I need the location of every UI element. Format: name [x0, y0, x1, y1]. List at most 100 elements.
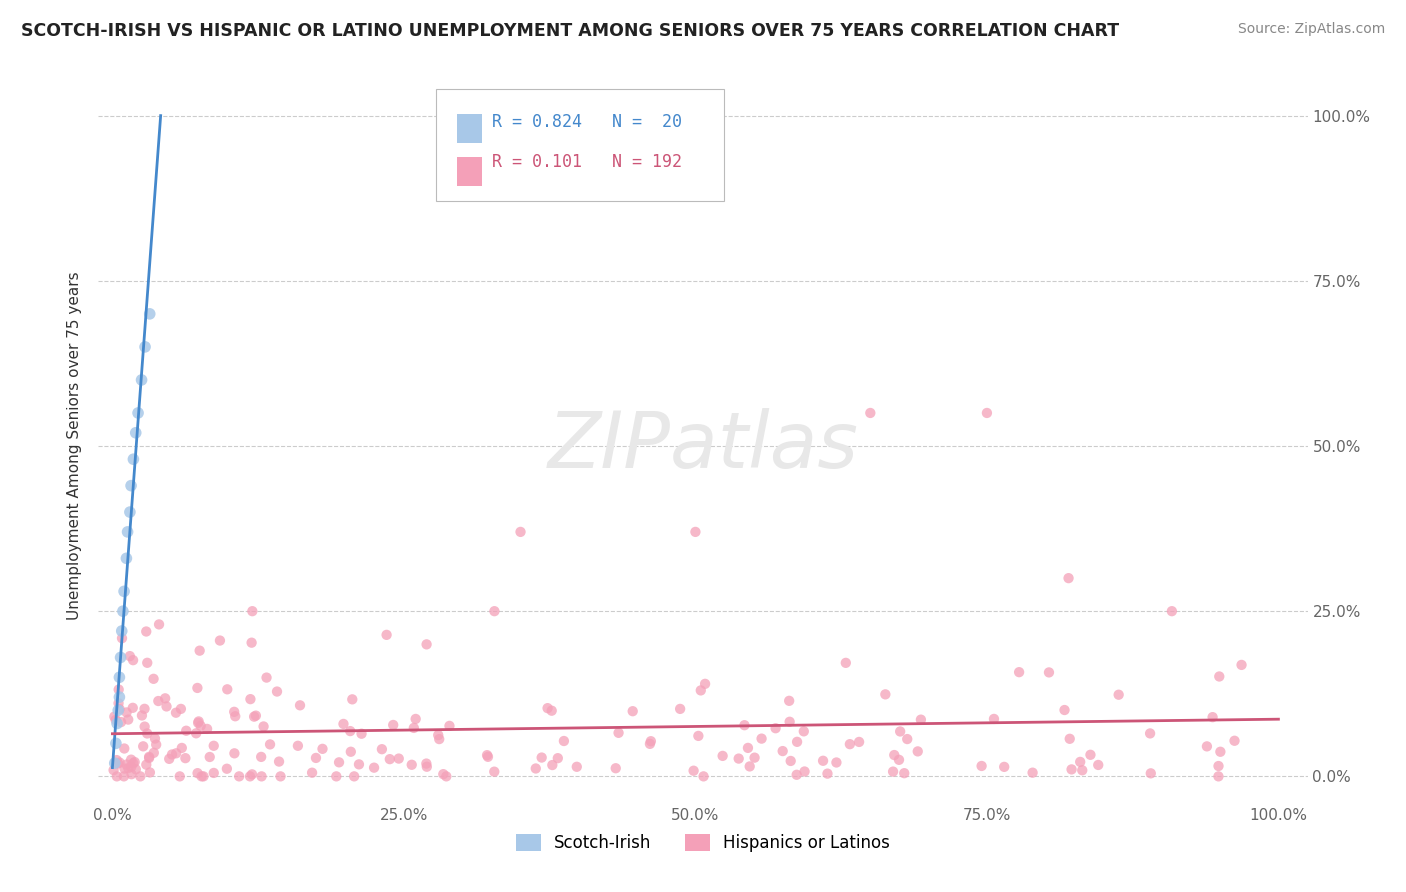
Point	[547, 751, 569, 765]
Point	[243, 709, 266, 723]
Point	[267, 755, 290, 769]
Point	[138, 750, 160, 764]
Point	[224, 705, 246, 719]
Point	[190, 769, 212, 783]
Point	[401, 757, 423, 772]
Point	[772, 744, 794, 758]
Point	[793, 764, 815, 779]
Point	[685, 524, 707, 539]
Point	[1087, 758, 1109, 772]
Point	[107, 696, 129, 710]
Point	[1108, 688, 1130, 702]
Point	[217, 682, 239, 697]
Point	[859, 406, 882, 420]
Point	[1208, 669, 1230, 683]
Point	[889, 724, 911, 739]
Point	[112, 769, 135, 783]
Text: R = 0.101   N = 192: R = 0.101 N = 192	[492, 153, 682, 171]
Point	[134, 340, 156, 354]
Point	[148, 694, 170, 708]
Point	[375, 628, 398, 642]
Point	[1038, 665, 1060, 680]
Point	[778, 694, 800, 708]
Point	[138, 307, 160, 321]
Point	[907, 744, 929, 758]
Point	[114, 762, 136, 776]
Point	[186, 681, 208, 695]
Point	[184, 726, 207, 740]
Point	[153, 691, 176, 706]
Point	[115, 706, 138, 720]
Point	[1223, 733, 1246, 747]
Point	[111, 624, 134, 638]
Point	[669, 702, 692, 716]
Point	[107, 703, 129, 717]
Text: SCOTCH-IRISH VS HISPANIC OR LATINO UNEMPLOYMENT AMONG SENIORS OVER 75 YEARS CORR: SCOTCH-IRISH VS HISPANIC OR LATINO UNEMP…	[21, 22, 1119, 40]
Point	[121, 767, 143, 781]
Point	[122, 653, 145, 667]
Point	[301, 765, 323, 780]
Point	[1208, 759, 1230, 773]
Point	[129, 769, 152, 783]
Point	[174, 751, 197, 765]
Point	[1053, 703, 1076, 717]
Point	[402, 721, 425, 735]
Point	[202, 766, 225, 780]
Point	[993, 760, 1015, 774]
Point	[120, 753, 142, 767]
Point	[1201, 710, 1223, 724]
Point	[135, 624, 157, 639]
Point	[689, 683, 711, 698]
Point	[553, 734, 575, 748]
Point	[332, 717, 354, 731]
Point	[439, 719, 461, 733]
Legend: Scotch-Irish, Hispanics or Latinos: Scotch-Irish, Hispanics or Latinos	[509, 827, 897, 859]
Point	[215, 762, 238, 776]
Point	[693, 677, 716, 691]
Point	[875, 687, 897, 701]
Point	[107, 682, 129, 697]
Point	[155, 699, 177, 714]
Point	[169, 769, 191, 783]
Point	[976, 406, 998, 420]
Point	[228, 769, 250, 783]
Point	[1069, 755, 1091, 769]
Point	[190, 719, 212, 733]
Point	[1208, 769, 1230, 783]
Point	[565, 760, 588, 774]
Point	[143, 731, 166, 746]
Point	[311, 742, 333, 756]
Point	[202, 739, 225, 753]
Point	[117, 761, 139, 775]
Point	[970, 759, 993, 773]
Point	[1139, 726, 1161, 740]
Point	[121, 701, 143, 715]
Point	[139, 765, 162, 780]
Point	[105, 769, 128, 783]
Point	[115, 551, 138, 566]
Point	[1057, 571, 1080, 585]
Point	[120, 760, 142, 774]
Point	[371, 742, 394, 756]
Point	[340, 745, 363, 759]
Point	[157, 752, 180, 766]
Point	[883, 747, 905, 762]
Point	[117, 524, 139, 539]
Point	[142, 672, 165, 686]
Point	[786, 768, 808, 782]
Y-axis label: Unemployment Among Seniors over 75 years: Unemployment Among Seniors over 75 years	[67, 272, 83, 620]
Point	[751, 731, 773, 746]
Point	[434, 769, 457, 783]
Point	[416, 760, 439, 774]
Point	[382, 718, 405, 732]
Point	[350, 727, 373, 741]
Point	[737, 740, 759, 755]
Point	[270, 769, 292, 783]
Point	[239, 769, 262, 783]
Point	[287, 739, 309, 753]
Point	[1139, 766, 1161, 780]
Point	[259, 738, 281, 752]
Point	[640, 734, 662, 748]
Point	[738, 759, 761, 773]
Point	[187, 715, 209, 730]
